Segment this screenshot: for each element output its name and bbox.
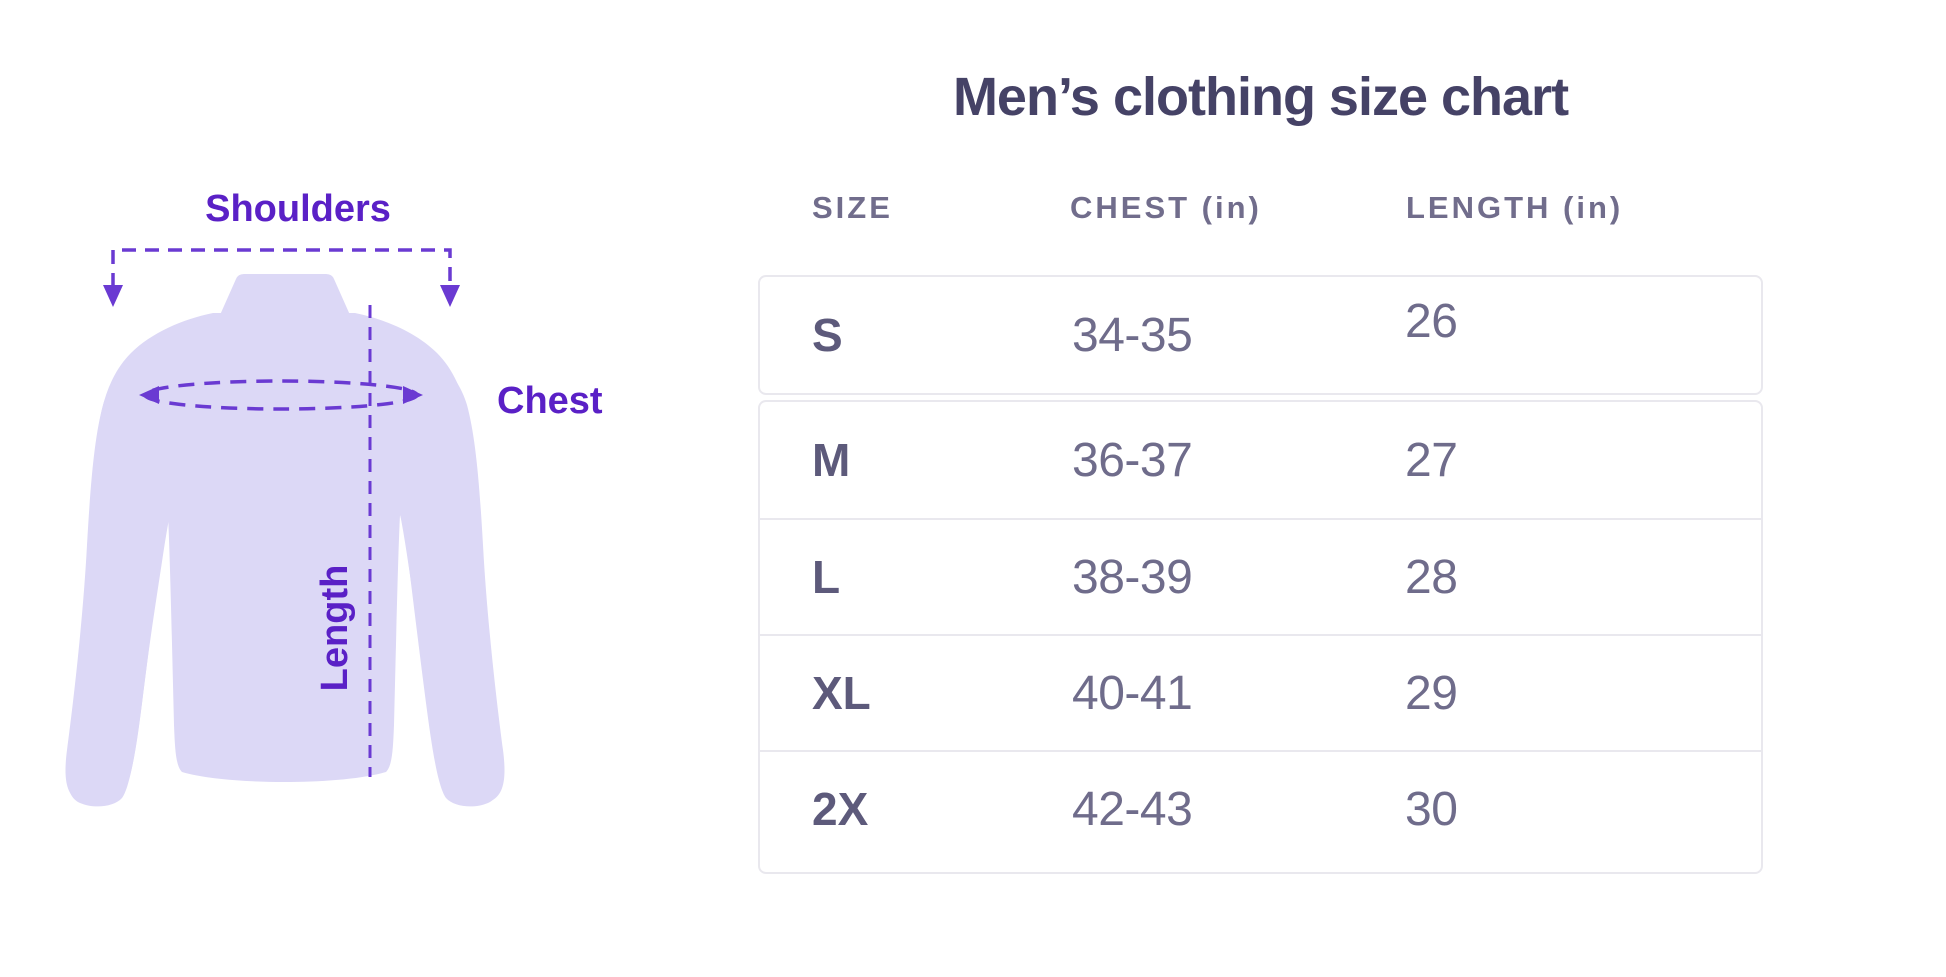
shoulders-arrow-left-icon — [103, 285, 123, 307]
column-header-chest: CHEST (in) — [1070, 190, 1262, 225]
length-cell: 29 — [1405, 666, 1458, 720]
shoulders-bracket-line — [111, 248, 452, 287]
shoulders-arrow-right-icon — [440, 285, 460, 307]
column-header-size: SIZE — [812, 190, 893, 225]
chest-cell: 38-39 — [1072, 550, 1193, 604]
shirt-measurement-diagram — [65, 248, 505, 807]
length-cell: 28 — [1405, 550, 1458, 604]
size-cell: M — [812, 434, 851, 486]
chest-arrow-right-icon — [403, 386, 423, 404]
size-cell: 2X — [812, 783, 869, 835]
column-header-length: LENGTH (in) — [1406, 190, 1624, 225]
chest-arrow-left-icon — [139, 386, 159, 404]
table-row: 2X 42-43 30 — [760, 750, 1761, 866]
size-cell: L — [812, 551, 841, 603]
size-cell: S — [812, 309, 843, 361]
shoulders-label: Shoulders — [205, 188, 391, 230]
table-row: L 38-39 28 — [760, 518, 1761, 634]
size-cell: XL — [812, 667, 871, 719]
chest-cell: 42-43 — [1072, 782, 1193, 836]
chest-label: Chest — [497, 380, 603, 422]
table-row: S 34-35 26 — [760, 277, 1761, 393]
length-cell: 27 — [1405, 433, 1458, 487]
page-title: Men’s clothing size chart — [952, 67, 1569, 127]
length-label: Length — [313, 564, 356, 692]
chest-cell: 40-41 — [1072, 666, 1193, 720]
size-table-body-box: M 36-37 27 L 38-39 28 XL 40-41 29 2X 42-… — [758, 400, 1763, 874]
shirt-collar — [220, 274, 350, 315]
table-row: M 36-37 27 — [760, 402, 1761, 518]
size-table-first-row-box: S 34-35 26 — [758, 275, 1763, 395]
chest-cell: 36-37 — [1072, 433, 1193, 487]
shirt-body — [67, 313, 501, 807]
table-row: XL 40-41 29 — [760, 634, 1761, 750]
chest-cell: 34-35 — [1072, 308, 1193, 362]
length-cell: 30 — [1405, 782, 1458, 836]
length-cell: 26 — [1405, 294, 1458, 348]
